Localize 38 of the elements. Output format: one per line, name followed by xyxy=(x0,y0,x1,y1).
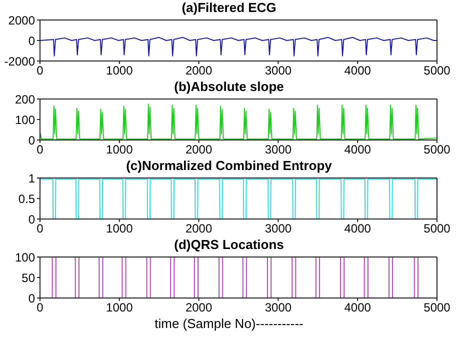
y-tick-label: 100 xyxy=(14,112,36,127)
x-tick-label: 1000 xyxy=(106,142,134,157)
y-tick-label: 100 xyxy=(14,250,36,264)
y-tick-label: 0 xyxy=(28,133,36,148)
y-tick-label: 1 xyxy=(28,171,36,186)
y-tick-label: 0 xyxy=(28,34,36,48)
x-tick-label: 4000 xyxy=(344,142,372,157)
x-tick-label: 1000 xyxy=(106,222,134,236)
y-tick-label: 200 xyxy=(14,92,36,106)
x-tick-label: 2000 xyxy=(185,222,212,236)
x-tick-label: 2000 xyxy=(185,300,212,315)
x-tick-label: 5000 xyxy=(424,64,451,78)
chart-title: (d)QRS Locations xyxy=(173,237,285,252)
x-tick-label: 5000 xyxy=(424,142,451,157)
chart-title: (b)Absolute slope xyxy=(173,79,285,94)
x-tick-label: 3000 xyxy=(264,142,292,157)
x-tick-label: 5000 xyxy=(424,222,451,236)
x-tick-label: 5000 xyxy=(424,300,451,315)
y-tick-label: -2000 xyxy=(4,54,36,68)
x-tick-label: 3000 xyxy=(264,64,292,78)
chart-title: (a)Filtered ECG xyxy=(180,0,278,15)
y-tick-label: 0.5 xyxy=(18,192,36,206)
y-tick-label: 50 xyxy=(22,270,36,285)
x-tick-label: 1000 xyxy=(106,300,134,315)
chart-title: (c)Normalized Combined Entropy xyxy=(125,158,333,173)
y-tick-label: 2000 xyxy=(8,13,36,28)
x-axis-title: time (Sample No)----------- xyxy=(154,316,304,332)
x-tick-label: 3000 xyxy=(264,300,292,315)
x-tick-label: 4000 xyxy=(344,64,372,78)
line-series xyxy=(40,36,437,56)
x-tick-label: 3000 xyxy=(264,222,292,236)
x-tick-label: 4000 xyxy=(344,222,372,236)
x-tick-label: 2000 xyxy=(185,64,212,78)
y-tick-label: 0 xyxy=(28,291,36,306)
y-tick-label: 0 xyxy=(28,212,36,226)
x-tick-label: 2000 xyxy=(185,142,212,157)
x-tick-label: 1000 xyxy=(106,64,134,78)
x-tick-label: 4000 xyxy=(344,300,372,315)
